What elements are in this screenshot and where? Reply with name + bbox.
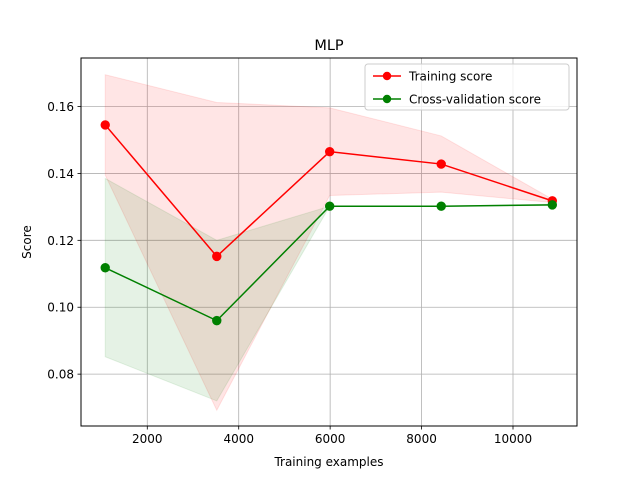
y-axis-label: Score	[20, 225, 34, 259]
series-markers	[100, 120, 558, 326]
y-tick-label: 0.14	[47, 167, 74, 181]
y-tick-label: 0.08	[47, 368, 74, 382]
point-series-0	[100, 120, 110, 130]
point-series-1	[100, 263, 110, 273]
point-series-1	[324, 201, 335, 211]
legend-marker	[382, 71, 392, 81]
legend-label: Cross-validation score	[409, 93, 541, 107]
x-tick-label: 4000	[223, 432, 254, 446]
legend: Training score Cross-validation score	[364, 63, 570, 111]
x-tick-label: 10000	[494, 432, 532, 446]
x-axis-label: Training examples	[273, 455, 383, 469]
legend-label: Training score	[408, 70, 492, 84]
axis-ticks: 2000 4000 6000 8000 10000 0.08 0.10 0.12 0.14 0.1…	[47, 100, 532, 446]
y-tick-label: 0.10	[47, 301, 74, 315]
point-series-0	[436, 159, 446, 169]
x-tick-label: 6000	[315, 432, 346, 446]
legend-marker	[382, 94, 392, 104]
plot-frame	[80, 57, 578, 427]
y-tick-label: 0.12	[47, 234, 74, 248]
point-series-1	[212, 315, 222, 326]
point-series-0	[324, 146, 335, 157]
point-series-1	[547, 200, 558, 210]
x-tick-label: 8000	[406, 432, 437, 446]
legend-box	[364, 63, 570, 111]
point-series-1	[436, 201, 446, 211]
chart-title: MLP	[314, 38, 344, 54]
x-tick-label: 2000	[132, 432, 163, 446]
y-tick-label: 0.16	[47, 100, 74, 114]
point-series-0	[212, 251, 222, 262]
